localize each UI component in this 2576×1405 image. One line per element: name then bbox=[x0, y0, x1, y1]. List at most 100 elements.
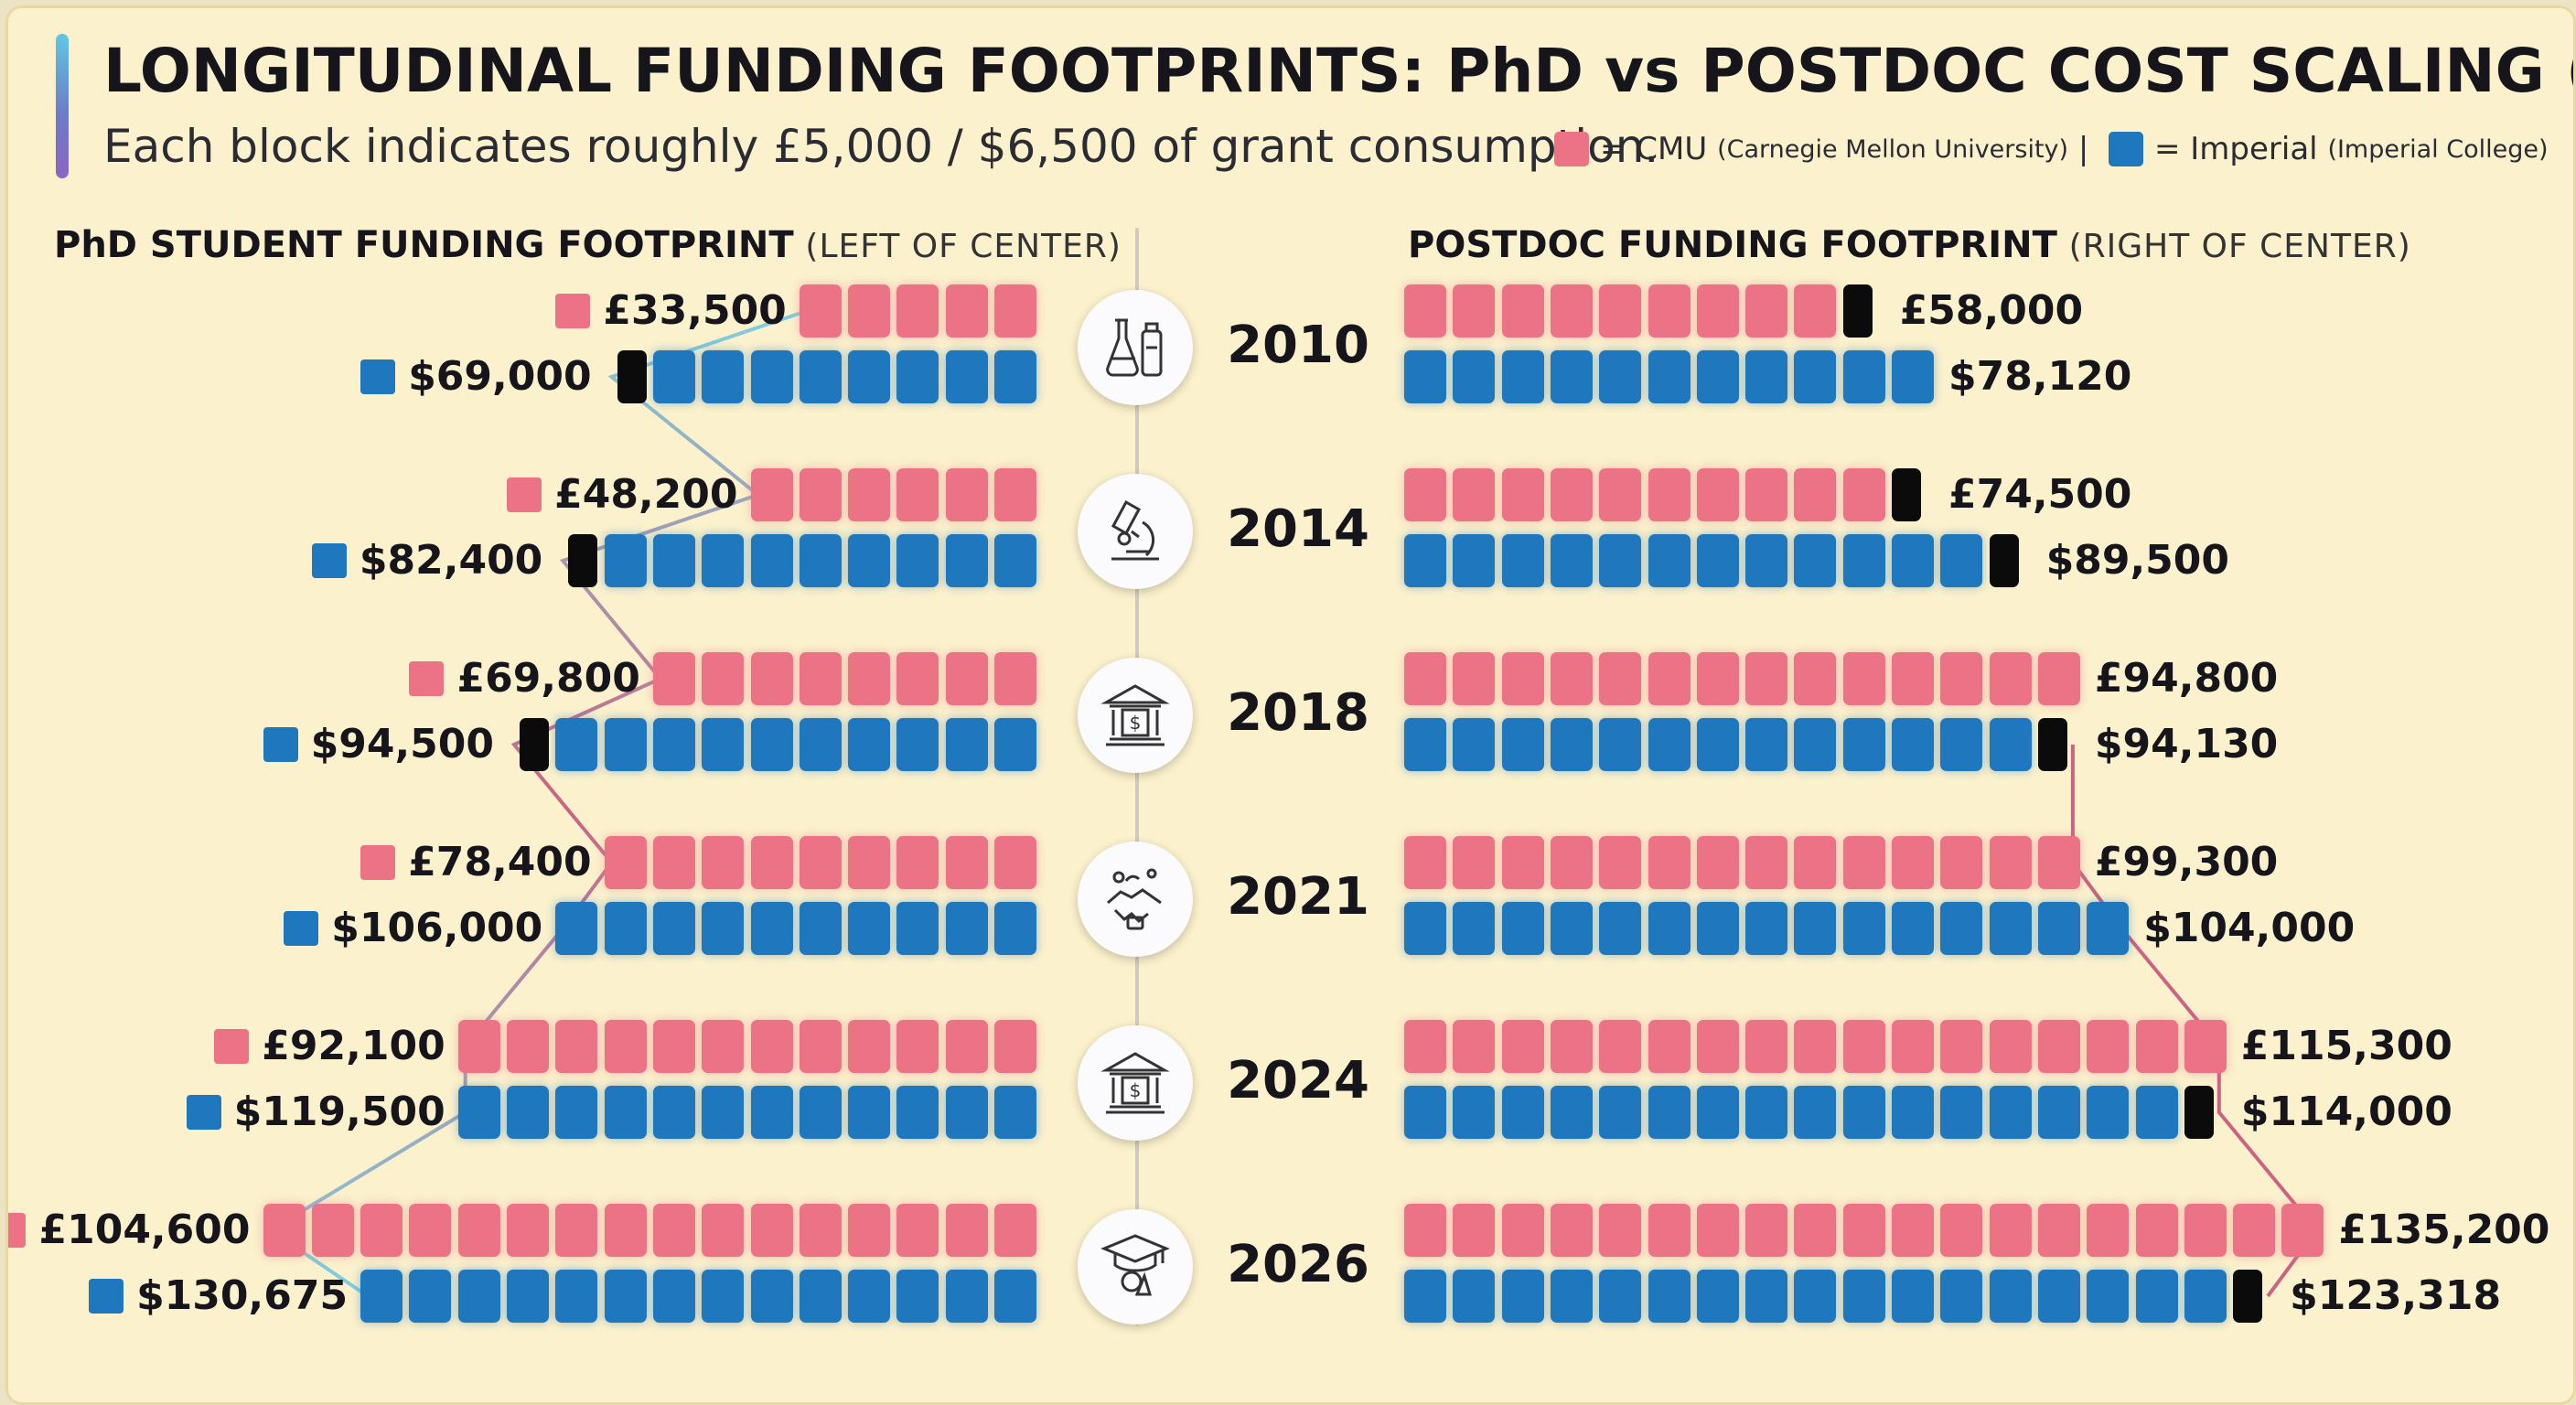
phd-trend-line bbox=[266, 309, 808, 1298]
postdoc-cmu-2018-block bbox=[1404, 652, 1446, 705]
phd-cmu-value-2026: £104,600 bbox=[38, 1207, 251, 1253]
postdoc-cmu-2018-block bbox=[1794, 652, 1837, 705]
postdoc-cmu-2014-marker-block bbox=[1892, 468, 1921, 521]
phd-imperial-2024-block bbox=[945, 1086, 988, 1139]
phd-imperial-2018-block bbox=[555, 718, 598, 771]
research-handshake-icon-circle bbox=[1078, 842, 1193, 957]
postdoc-cmu-2021-block bbox=[1745, 836, 1788, 889]
phd-imperial-2010-block bbox=[848, 350, 891, 403]
bank-icon: $ bbox=[1100, 1052, 1170, 1114]
postdoc-imperial-2018-block bbox=[1794, 718, 1837, 771]
phd-cmu-key-swatch-2018 bbox=[409, 661, 445, 696]
postdoc-cmu-2014-block bbox=[1842, 468, 1885, 521]
phd-cmu-2021-block bbox=[604, 836, 647, 889]
legend: = CMU (Carnegie Mellon University) | = I… bbox=[1554, 131, 2549, 167]
phd-imperial-2010-block bbox=[896, 350, 939, 403]
postdoc-cmu-value-2021: £99,300 bbox=[2094, 839, 2279, 885]
postdoc-imperial-2026-block bbox=[2184, 1270, 2227, 1323]
chart-subtitle: Each block indicates roughly £5,000 / $6… bbox=[103, 120, 1659, 173]
postdoc-imperial-2026-block bbox=[1745, 1270, 1788, 1323]
postdoc-cmu-2018-block bbox=[1940, 652, 1983, 705]
postdoc-imperial-2021-block bbox=[1696, 902, 1739, 955]
phd-imperial-2021-block bbox=[896, 902, 939, 955]
postdoc-imperial-2021-block bbox=[1648, 902, 1690, 955]
postdoc-imperial-2024-block bbox=[1989, 1086, 2032, 1139]
year-label-2018: 2018 bbox=[1227, 683, 1369, 743]
phd-imperial-2026-block bbox=[457, 1270, 500, 1323]
phd-cmu-2024-block bbox=[994, 1020, 1036, 1073]
postdoc-panel-title: POSTDOC FUNDING FOOTPRINT bbox=[1408, 224, 2057, 266]
postdoc-cmu-2026-block bbox=[1501, 1204, 1544, 1257]
phd-imperial-2021-block bbox=[945, 902, 988, 955]
phd-imperial-2021-block bbox=[848, 902, 891, 955]
postdoc-imperial-2014-block bbox=[1599, 534, 1642, 587]
postdoc-imperial-2026-block bbox=[1550, 1270, 1593, 1323]
postdoc-cmu-2018-block bbox=[1648, 652, 1690, 705]
phd-imperial-2026-block bbox=[507, 1270, 549, 1323]
postdoc-cmu-2024-block bbox=[1745, 1020, 1788, 1073]
postdoc-cmu-2018-block bbox=[1989, 652, 2032, 705]
phd-cmu-value-2010: £33,500 bbox=[603, 287, 787, 334]
postdoc-imperial-2021-block bbox=[1842, 902, 1885, 955]
postdoc-cmu-2026-block bbox=[2037, 1204, 2080, 1257]
postdoc-cmu-2010-block bbox=[1453, 284, 1496, 338]
phd-cmu-2010-block bbox=[994, 284, 1036, 338]
postdoc-cmu-2024-block bbox=[2037, 1020, 2080, 1073]
postdoc-cmu-2021-block bbox=[1648, 836, 1690, 889]
postdoc-cmu-2026-block bbox=[1550, 1204, 1593, 1257]
phd-cmu-value-2021: £78,400 bbox=[408, 839, 592, 885]
year-label-2021: 2021 bbox=[1227, 867, 1369, 927]
legend-imperial-swatch bbox=[2108, 132, 2143, 166]
phd-cmu-2021-block bbox=[799, 836, 842, 889]
postdoc-imperial-2018-block bbox=[1892, 718, 1934, 771]
year-label-2010: 2010 bbox=[1227, 316, 1369, 375]
postdoc-cmu-2026-block bbox=[1404, 1204, 1446, 1257]
postdoc-imperial-2026-block bbox=[2087, 1270, 2130, 1323]
postdoc-imperial-2024-block bbox=[1453, 1086, 1496, 1139]
postdoc-cmu-2024-block bbox=[1842, 1020, 1885, 1073]
phd-imperial-2021-block bbox=[750, 902, 793, 955]
phd-cmu-2026-block bbox=[702, 1204, 745, 1257]
phd-imperial-2010-block bbox=[945, 350, 988, 403]
phd-cmu-2024-block bbox=[457, 1020, 500, 1073]
postdoc-imperial-2024-marker-block bbox=[2184, 1086, 2214, 1139]
phd-cmu-2018-block bbox=[702, 652, 745, 705]
phd-imperial-2026-block bbox=[360, 1270, 403, 1323]
postdoc-imperial-2024-block bbox=[1842, 1086, 1885, 1139]
phd-imperial-value-2024: $119,500 bbox=[233, 1089, 445, 1135]
postdoc-imperial-2014-block bbox=[1892, 534, 1934, 587]
postdoc-imperial-2014-block bbox=[1842, 534, 1885, 587]
postdoc-cmu-value-2026: £135,200 bbox=[2338, 1207, 2550, 1253]
phd-imperial-value-2018: $94,500 bbox=[310, 721, 494, 767]
phd-cmu-2018-block bbox=[848, 652, 891, 705]
postdoc-cmu-2026-block bbox=[1696, 1204, 1739, 1257]
postdoc-cmu-2026-block bbox=[2135, 1204, 2178, 1257]
postdoc-imperial-2024-block bbox=[1745, 1086, 1788, 1139]
postdoc-cmu-2010-block bbox=[1404, 284, 1446, 338]
postdoc-cmu-2024-block bbox=[1794, 1020, 1837, 1073]
phd-cmu-key-swatch-2014 bbox=[507, 477, 542, 512]
phd-imperial-2018-block bbox=[848, 718, 891, 771]
phd-imperial-key-swatch-2018 bbox=[263, 727, 298, 762]
phd-cmu-2014-block bbox=[994, 468, 1036, 521]
phd-imperial-2024-block bbox=[750, 1086, 793, 1139]
postdoc-imperial-2010-block bbox=[1404, 350, 1446, 403]
postdoc-cmu-2024-block bbox=[2087, 1020, 2130, 1073]
phd-cmu-2021-block bbox=[652, 836, 695, 889]
postdoc-imperial-2010-block bbox=[1745, 350, 1788, 403]
phd-imperial-key-swatch-2010 bbox=[360, 359, 396, 394]
phd-cmu-2026-block bbox=[604, 1204, 647, 1257]
phd-cmu-2024-block bbox=[799, 1020, 842, 1073]
postdoc-cmu-2018-block bbox=[1892, 652, 1934, 705]
bank-icon: $ bbox=[1100, 684, 1170, 746]
phd-cmu-2018-block bbox=[750, 652, 793, 705]
postdoc-cmu-2021-block bbox=[1989, 836, 2032, 889]
postdoc-imperial-2014-marker-block bbox=[1989, 534, 2019, 587]
postdoc-cmu-2024-block bbox=[1501, 1020, 1544, 1073]
graduation-research-icon bbox=[1100, 1234, 1170, 1296]
phd-cmu-key-swatch-2021 bbox=[360, 845, 396, 880]
phd-cmu-2024-block bbox=[945, 1020, 988, 1073]
postdoc-cmu-2026-block bbox=[1842, 1204, 1885, 1257]
phd-cmu-2014-block bbox=[848, 468, 891, 521]
phd-imperial-value-2021: $106,000 bbox=[331, 905, 543, 951]
